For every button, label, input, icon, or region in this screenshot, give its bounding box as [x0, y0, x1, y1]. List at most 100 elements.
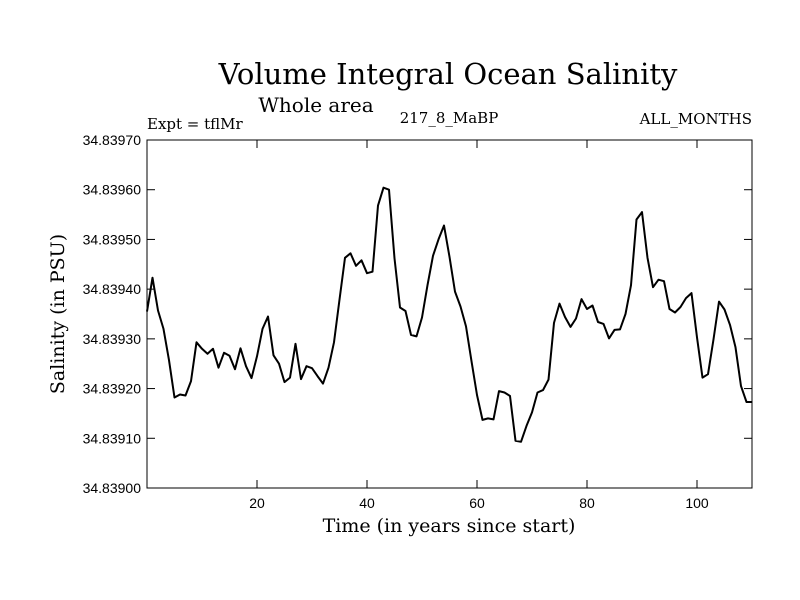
data-point: [305, 365, 308, 367]
y-tick-label: 34.83950: [83, 231, 142, 247]
data-point: [206, 353, 209, 355]
data-point: [344, 257, 346, 259]
data-point: [652, 286, 654, 288]
data-point: [492, 418, 495, 420]
data-point: [333, 341, 335, 343]
x-tick-label: 20: [249, 495, 265, 511]
data-point: [685, 297, 687, 299]
data-point: [498, 390, 500, 392]
data-point: [613, 329, 616, 331]
data-point: [459, 305, 462, 308]
data-point: [597, 321, 599, 323]
data-point: [283, 381, 286, 383]
data-point: [245, 365, 247, 367]
data-point: [569, 326, 572, 328]
chart-title: Volume Integral Ocean Salinity: [218, 57, 678, 91]
chart-subtitle: Whole area: [258, 93, 373, 117]
data-point: [437, 238, 440, 241]
data-point: [668, 308, 671, 310]
data-point: [355, 265, 357, 267]
data-point: [696, 336, 698, 338]
data-point: [591, 304, 594, 307]
data-point: [745, 401, 748, 403]
x-axis: 20 40 60 80 100: [249, 140, 709, 511]
data-point: [157, 309, 159, 312]
plot-area: [146, 186, 753, 443]
y-tick-label: 34.83970: [83, 132, 142, 148]
data-point: [454, 291, 456, 293]
x-tick-label: 100: [685, 495, 709, 511]
data-point: [476, 394, 478, 396]
data-point: [349, 252, 352, 254]
data-point: [410, 334, 412, 336]
data-point: [195, 341, 198, 343]
data-point: [190, 380, 192, 382]
data-point: [217, 367, 220, 369]
data-point: [146, 310, 148, 313]
data-point: [520, 441, 522, 443]
data-point: [465, 325, 467, 328]
data-point: [630, 284, 632, 286]
data-point: [250, 377, 253, 379]
data-point: [487, 417, 489, 419]
data-point: [327, 367, 330, 369]
data-point: [690, 292, 693, 294]
data-point: [223, 352, 225, 354]
data-point: [212, 348, 214, 350]
data-point: [388, 189, 390, 191]
data-point: [421, 316, 423, 319]
data-point: [256, 355, 258, 357]
data-point: [525, 425, 528, 427]
data-point: [509, 395, 511, 397]
data-point: [542, 389, 544, 391]
y-tick-label: 34.83930: [83, 331, 142, 347]
data-point: [679, 306, 682, 308]
y-axis: 34.83900 34.83910 34.83920 34.83930 34.83940…: [83, 132, 752, 496]
y-tick-label: 34.83940: [83, 281, 142, 297]
y-tick-label: 34.83900: [83, 480, 142, 496]
data-point: [371, 271, 374, 273]
data-point: [289, 377, 291, 379]
plot-frame: [146, 139, 753, 489]
data-point: [564, 316, 566, 318]
data-point: [261, 328, 264, 330]
x-tick-label: 40: [359, 495, 375, 511]
data-point: [404, 310, 407, 312]
data-point: [151, 277, 154, 279]
experiment-label: Expt = tflMr: [147, 115, 244, 133]
data-point: [531, 411, 533, 414]
data-point: [514, 440, 517, 442]
data-point: [338, 298, 341, 301]
months-label: ALL_MONTHS: [639, 110, 752, 128]
data-point: [646, 257, 649, 259]
data-point: [173, 396, 176, 399]
series-line: [146, 186, 752, 443]
data-point: [586, 308, 588, 310]
data-point: [377, 205, 379, 207]
y-tick-label: 34.83910: [83, 430, 142, 446]
data-point: [663, 280, 665, 282]
data-point: [580, 298, 583, 300]
data-point: [366, 272, 368, 274]
data-point: [432, 255, 434, 257]
data-point: [635, 218, 638, 221]
data-point: [712, 338, 715, 340]
data-point: [168, 359, 170, 361]
data-point: [399, 306, 401, 309]
data-point: [723, 308, 726, 311]
data-point: [481, 419, 484, 421]
data-point: [718, 300, 720, 303]
y-axis-label: Salinity (in PSU): [47, 234, 69, 394]
data-point: [674, 311, 676, 314]
data-point: [162, 328, 165, 330]
data-point: [657, 279, 660, 281]
y-tick-label: 34.83920: [83, 381, 142, 397]
data-point: [575, 317, 577, 320]
x-tick-label: 80: [579, 495, 595, 511]
data-point: [272, 354, 275, 356]
data-point: [448, 256, 451, 258]
data-point: [294, 343, 297, 345]
data-point: [624, 313, 627, 315]
data-point: [553, 322, 555, 324]
x-tick-label: 60: [469, 495, 485, 511]
